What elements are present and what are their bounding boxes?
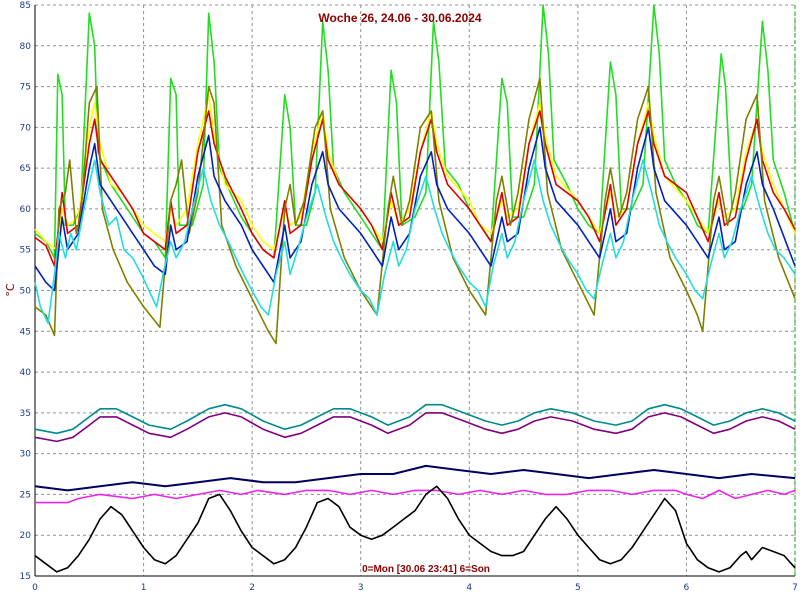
y-tick-label-8: 55 — [20, 246, 31, 256]
y-tick-label-9: 60 — [20, 205, 32, 215]
x-tick-label-7: 7 — [792, 583, 798, 593]
y-tick-label-11: 70 — [20, 123, 32, 133]
x-tick-label-2: 2 — [249, 583, 255, 593]
series-layer — [34, 4, 796, 573]
series-line-8 — [34, 464, 796, 492]
y-tick-label-5: 40 — [20, 368, 32, 378]
y-tick-label-6: 45 — [20, 327, 31, 337]
x-tick-label-0: 0 — [32, 583, 38, 593]
series-line-7 — [34, 412, 796, 443]
series-line-10 — [34, 485, 796, 573]
x-tick-label-6: 6 — [684, 583, 690, 593]
y-tick-label-4: 35 — [20, 409, 31, 419]
x-tick-label-3: 3 — [358, 583, 364, 593]
chart-bottom-label: 0=Mon [30.06 23:41] 6=Son — [362, 564, 490, 575]
x-tick-label-1: 1 — [141, 583, 147, 593]
chart-title: Woche 26, 24.06 - 30.06.2024 — [318, 11, 482, 25]
series-line-3 — [34, 77, 796, 345]
series-line-4 — [34, 126, 796, 292]
series-line-1 — [34, 93, 796, 251]
y-tick-label-10: 65 — [20, 164, 31, 174]
y-axis-label: °C — [4, 283, 17, 297]
y-tick-label-0: 15 — [20, 572, 31, 582]
y-tick-label-1: 20 — [20, 531, 32, 541]
series-line-5 — [34, 159, 796, 324]
x-tick-label-5: 5 — [575, 583, 581, 593]
y-tick-label-12: 75 — [20, 83, 31, 93]
y-tick-label-13: 80 — [20, 42, 32, 52]
series-line-2 — [34, 110, 796, 267]
y-tick-label-14: 85 — [20, 1, 31, 11]
y-tick-label-3: 30 — [20, 450, 32, 460]
series-line-9 — [35, 489, 796, 504]
y-tick-label-7: 50 — [20, 287, 32, 297]
x-tick-label-4: 4 — [466, 583, 472, 593]
label-layer: Woche 26, 24.06 - 30.06.2024 0=Mon [30.0… — [4, 11, 490, 575]
y-tick-label-2: 25 — [20, 490, 31, 500]
series-line-6 — [34, 403, 796, 435]
